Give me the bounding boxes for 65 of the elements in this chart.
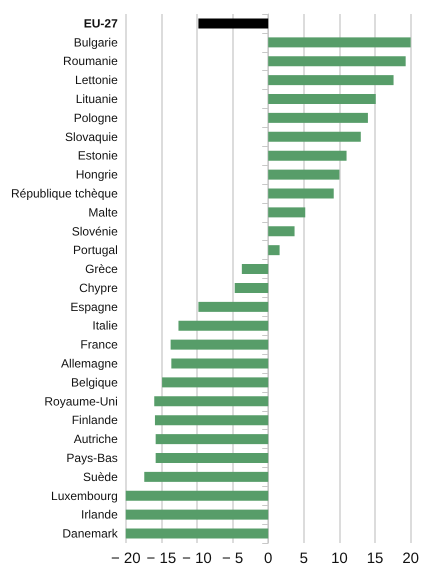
- x-tick-label: − 10: [182, 550, 212, 567]
- y-tick-label: Danemark: [62, 526, 119, 541]
- bar: [268, 56, 406, 66]
- bar: [268, 245, 280, 256]
- y-tick-label: Malte: [88, 205, 118, 220]
- bar: [126, 490, 268, 501]
- bar: [162, 377, 268, 388]
- x-tick-label: 15: [366, 550, 384, 567]
- y-tick-label: Slovénie: [72, 224, 118, 238]
- y-tick-label: Finlande: [72, 413, 118, 428]
- y-tick-label: Autriche: [74, 432, 118, 446]
- y-tick-label: EU-27: [84, 16, 118, 30]
- x-tick-label: − 15: [146, 550, 176, 567]
- y-tick-label: Grèce: [85, 262, 118, 276]
- y-tick-label: Chypre: [79, 280, 118, 295]
- x-tick-label: 5: [300, 550, 308, 567]
- x-tick-label: − 5: [222, 550, 244, 567]
- bar: [268, 226, 295, 236]
- y-tick-label: Belgique: [71, 375, 118, 390]
- bar: [178, 320, 268, 331]
- y-tick-label: Irlande: [81, 508, 118, 522]
- y-tick-label: Italie: [92, 318, 118, 333]
- y-tick-label: Estonie: [78, 148, 118, 163]
- bar: [268, 37, 411, 48]
- y-tick-label: Royaume-Uni: [44, 394, 118, 408]
- y-tick-label: Pologne: [74, 110, 118, 125]
- bar: [268, 188, 334, 198]
- bar: [156, 434, 268, 444]
- y-tick-label: Slovaquie: [65, 130, 118, 144]
- bar: [198, 302, 268, 312]
- bar: [268, 132, 361, 142]
- x-tick-label: 0: [264, 550, 272, 567]
- y-tick-label: Luxembourg: [51, 488, 118, 503]
- bar: [268, 150, 347, 161]
- y-tick-label: Bulgarie: [74, 35, 118, 50]
- bar: [268, 207, 306, 218]
- x-tick-label: 20: [402, 550, 419, 567]
- y-tick-label: Allemagne: [61, 356, 118, 371]
- bar: [268, 112, 368, 123]
- bar: [156, 452, 268, 463]
- y-tick-label: Hongrie: [76, 168, 118, 182]
- bar: [144, 472, 268, 482]
- bar: [154, 415, 268, 426]
- y-tick-label: Lituanie: [76, 92, 118, 106]
- x-tick-label: − 20: [110, 550, 141, 567]
- bar: [234, 282, 268, 293]
- y-tick-label: Lettonie: [75, 73, 118, 88]
- bar: [171, 358, 268, 369]
- y-tick-label: République tchèque: [10, 186, 118, 200]
- bar: [268, 170, 340, 180]
- y-tick-label: Espagne: [70, 300, 118, 314]
- bar: [126, 528, 268, 539]
- bar: [154, 396, 268, 406]
- bar: [268, 94, 376, 104]
- x-tick-label: 10: [331, 550, 348, 567]
- y-tick-label: Pays-Bas: [66, 450, 118, 465]
- y-tick-label: Roumanie: [63, 54, 118, 68]
- y-tick-label: Suède: [83, 470, 118, 484]
- bar: [170, 340, 268, 350]
- bar: [242, 264, 268, 274]
- bar: [198, 18, 268, 28]
- y-tick-label: France: [80, 338, 118, 352]
- y-tick-label: Portugal: [73, 243, 118, 258]
- bar: [126, 510, 268, 520]
- bar: [268, 75, 394, 86]
